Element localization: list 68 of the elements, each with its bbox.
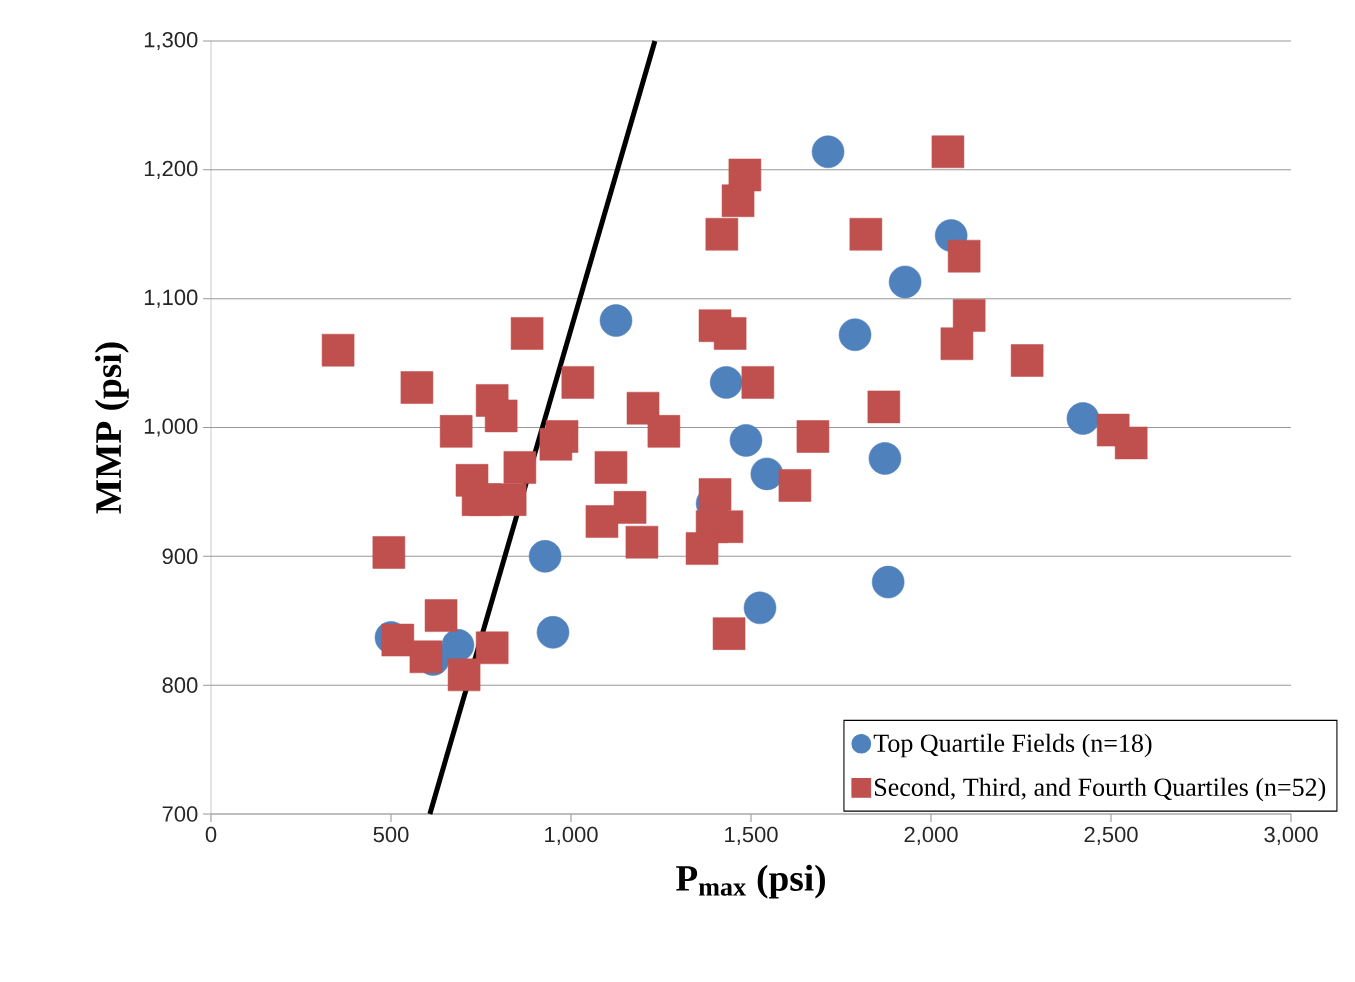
point (585, 505, 619, 538)
y-tick-label: 1,200 (144, 160, 198, 179)
point (811, 135, 845, 169)
point (539, 427, 573, 461)
point (698, 478, 732, 511)
legend-label: Top Quartile Fields (n=18) (873, 733, 1152, 758)
point (381, 623, 415, 657)
point (510, 317, 544, 350)
point (1114, 426, 1148, 460)
x-tick-label: 1,000 (545, 826, 598, 845)
x-tick-label: 3,000 (1264, 826, 1318, 845)
point (536, 616, 570, 649)
point (594, 451, 628, 484)
point (868, 442, 902, 475)
y-tick-label: 900 (162, 548, 198, 565)
point (400, 371, 434, 404)
point (931, 135, 965, 169)
point (484, 399, 518, 433)
point (713, 317, 747, 350)
x-axis-title: P$_{max}$ (psi) (676, 864, 825, 899)
point (750, 457, 784, 491)
point (424, 599, 458, 632)
point (439, 415, 473, 448)
legend-label: Second, Third, and Fourth Quartiles (n=52) (875, 777, 1326, 802)
point (947, 239, 981, 273)
point (447, 658, 481, 692)
y-tick-label: 700 (162, 806, 198, 822)
point (468, 483, 502, 516)
point (321, 333, 355, 367)
x-tick-label: 1,500 (725, 826, 778, 845)
y-axis-title: MMP (psi) (94, 342, 129, 514)
point (952, 299, 986, 332)
point (625, 525, 659, 559)
point (647, 415, 681, 448)
point (940, 327, 974, 361)
point (729, 424, 763, 457)
point (561, 366, 595, 399)
point (685, 532, 719, 565)
point (721, 184, 755, 218)
point (741, 366, 775, 399)
point (778, 469, 812, 502)
point (709, 366, 743, 399)
point (372, 536, 406, 569)
point (1066, 402, 1100, 435)
point (867, 390, 901, 424)
x-tick-label: 2,000 (904, 826, 958, 845)
point (838, 318, 872, 352)
point (705, 217, 739, 251)
point (712, 617, 746, 650)
point (888, 265, 922, 299)
point (849, 217, 883, 251)
point (599, 304, 633, 337)
point (503, 451, 537, 484)
x-tick-label: 2,500 (1084, 826, 1138, 845)
x-tick-label: 500 (373, 826, 409, 843)
point (871, 565, 905, 599)
point (796, 420, 830, 453)
point (475, 631, 509, 665)
y-tick-label: 1,100 (144, 289, 198, 308)
point (613, 491, 647, 524)
point (743, 591, 777, 625)
y-tick-label: 1,000 (144, 418, 198, 437)
point (409, 640, 443, 674)
x-tick-label: 0 (205, 826, 217, 843)
point (528, 540, 562, 573)
point (1010, 344, 1044, 377)
y-tick-label: 800 (162, 677, 198, 693)
y-tick-label: 1,300 (144, 31, 198, 51)
